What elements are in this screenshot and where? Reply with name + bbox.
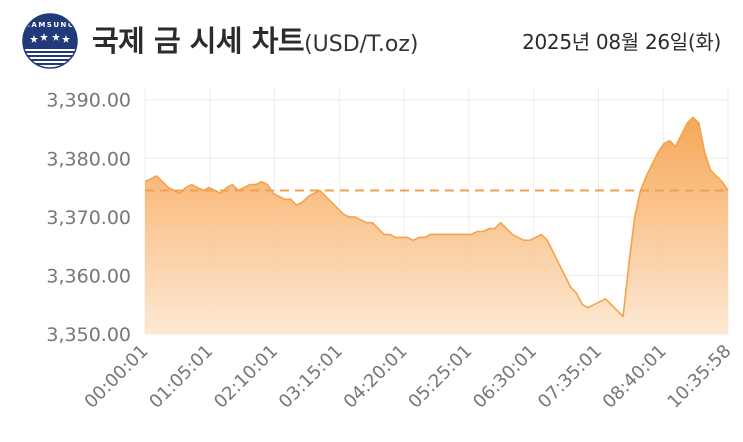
x-axis-labels: 00:00:0101:05:0102:10:0103:15:0104:20:01… xyxy=(81,341,736,413)
x-tick-label: 03:15:01 xyxy=(275,341,347,413)
y-tick-label: 3,390.00 xyxy=(46,90,131,112)
x-tick-label: 04:20:01 xyxy=(340,341,412,413)
x-tick-label: 00:00:01 xyxy=(81,341,153,413)
page-title: 국제 금 시세 차트(USD/T.oz) xyxy=(92,18,418,60)
svg-text:SAMSUNG: SAMSUNG xyxy=(25,21,75,29)
x-tick-label: 01:05:01 xyxy=(145,341,217,413)
title-unit: (USD/T.oz) xyxy=(304,32,419,57)
x-tick-label: 05:25:01 xyxy=(404,341,476,413)
price-line xyxy=(144,116,729,318)
y-tick-label: 3,370.00 xyxy=(46,207,131,229)
chart-canvas: 3,350.00 3,360.00 3,370.00 3,380.00 3,390.00… xyxy=(46,88,736,413)
y-tick-label: 3,360.00 xyxy=(46,265,131,287)
price-area xyxy=(145,117,728,334)
chart-header: SAMSUNG 국제 금 시세 차트(USD/T.oz) 2025년 08월 2… xyxy=(0,0,743,80)
x-tick-label: 10:35:58 xyxy=(664,341,736,413)
x-tick-label: 02:10:01 xyxy=(210,341,282,413)
samsung-logo-icon: SAMSUNG xyxy=(22,13,78,69)
x-tick-label: 08:40:01 xyxy=(599,341,671,413)
x-tick-label: 06:30:01 xyxy=(469,341,541,413)
gold-price-chart: 3,350.00 3,360.00 3,370.00 3,380.00 3,390.00… xyxy=(0,80,743,438)
y-tick-label: 3,380.00 xyxy=(46,148,131,170)
title-text: 국제 금 시세 차트 xyxy=(92,24,305,58)
x-tick-label: 07:35:01 xyxy=(534,341,606,413)
y-axis-labels: 3,350.00 3,360.00 3,370.00 3,380.00 3,390.00 xyxy=(46,90,131,346)
y-tick-label: 3,350.00 xyxy=(46,324,131,346)
chart-date: 2025년 08월 26일(화) xyxy=(522,30,721,54)
